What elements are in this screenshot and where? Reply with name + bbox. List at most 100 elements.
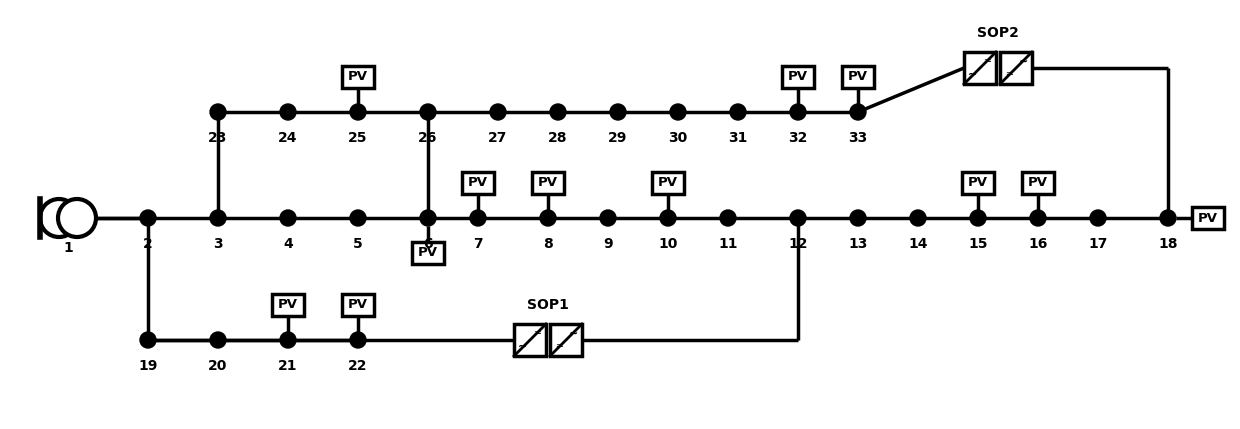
Circle shape — [280, 210, 296, 226]
Circle shape — [420, 104, 436, 120]
Bar — [782, 66, 813, 88]
Circle shape — [40, 199, 78, 237]
Circle shape — [58, 199, 95, 237]
Circle shape — [140, 210, 156, 226]
Bar — [515, 324, 546, 356]
Text: 8: 8 — [543, 237, 553, 251]
Text: PV: PV — [348, 299, 368, 311]
Circle shape — [470, 210, 486, 226]
Text: PV: PV — [968, 176, 988, 190]
Text: 14: 14 — [908, 237, 928, 251]
Circle shape — [350, 104, 366, 120]
Text: 1: 1 — [63, 241, 73, 255]
Text: 5: 5 — [353, 237, 363, 251]
Text: 9: 9 — [603, 237, 613, 251]
Text: 18: 18 — [1158, 237, 1178, 251]
Text: 26: 26 — [418, 131, 438, 145]
Bar — [272, 294, 304, 316]
Text: 6: 6 — [423, 237, 433, 251]
Text: 29: 29 — [609, 131, 627, 145]
Bar — [551, 324, 582, 356]
Text: PV: PV — [467, 176, 489, 190]
Circle shape — [490, 104, 506, 120]
Text: ~: ~ — [518, 341, 527, 351]
Circle shape — [610, 104, 626, 120]
Circle shape — [600, 210, 616, 226]
Text: 24: 24 — [278, 131, 298, 145]
Text: PV: PV — [1198, 211, 1218, 224]
Circle shape — [350, 332, 366, 348]
Text: 22: 22 — [348, 359, 368, 373]
Text: PV: PV — [848, 70, 868, 84]
Circle shape — [720, 210, 737, 226]
Circle shape — [849, 210, 866, 226]
Bar — [1022, 172, 1054, 194]
Text: PV: PV — [787, 70, 808, 84]
Bar — [532, 172, 564, 194]
Text: ═: ═ — [556, 341, 562, 351]
Text: PV: PV — [418, 247, 438, 260]
Text: 4: 4 — [283, 237, 293, 251]
Text: 28: 28 — [548, 131, 568, 145]
Text: 17: 17 — [1089, 237, 1107, 251]
Circle shape — [280, 104, 296, 120]
Text: PV: PV — [1028, 176, 1048, 190]
Circle shape — [280, 332, 296, 348]
Text: PV: PV — [538, 176, 558, 190]
Circle shape — [849, 104, 866, 120]
Text: 23: 23 — [208, 131, 228, 145]
Text: PV: PV — [278, 299, 298, 311]
Text: 31: 31 — [728, 131, 748, 145]
Text: 15: 15 — [968, 237, 988, 251]
Circle shape — [420, 210, 436, 226]
Text: ═: ═ — [1006, 69, 1012, 79]
Bar — [963, 52, 996, 84]
Circle shape — [1090, 210, 1106, 226]
Text: 33: 33 — [848, 131, 868, 145]
Text: 21: 21 — [278, 359, 298, 373]
Text: ~: ~ — [1018, 57, 1028, 66]
Bar — [999, 52, 1032, 84]
Circle shape — [210, 210, 226, 226]
Text: PV: PV — [658, 176, 678, 190]
Text: 2: 2 — [143, 237, 153, 251]
Text: 32: 32 — [789, 131, 807, 145]
Text: 27: 27 — [489, 131, 507, 145]
Circle shape — [730, 104, 746, 120]
Text: 16: 16 — [1028, 237, 1048, 251]
Circle shape — [140, 332, 156, 348]
Text: ~: ~ — [968, 69, 977, 79]
Bar — [412, 242, 444, 264]
Circle shape — [210, 104, 226, 120]
Bar — [1192, 207, 1224, 229]
Circle shape — [790, 210, 806, 226]
Circle shape — [660, 210, 676, 226]
Text: PV: PV — [348, 70, 368, 84]
Text: 19: 19 — [139, 359, 157, 373]
Bar — [962, 172, 994, 194]
Circle shape — [210, 332, 226, 348]
Text: 3: 3 — [213, 237, 223, 251]
Text: 10: 10 — [658, 237, 678, 251]
Text: 30: 30 — [668, 131, 688, 145]
Circle shape — [1030, 210, 1047, 226]
Bar — [342, 66, 374, 88]
Text: ~: ~ — [568, 329, 578, 338]
Text: 12: 12 — [789, 237, 807, 251]
Text: 7: 7 — [474, 237, 482, 251]
Circle shape — [1159, 210, 1176, 226]
Bar — [342, 294, 374, 316]
Circle shape — [670, 104, 686, 120]
Text: SOP1: SOP1 — [527, 298, 569, 312]
Text: 11: 11 — [718, 237, 738, 251]
Circle shape — [539, 210, 556, 226]
Bar — [463, 172, 494, 194]
Circle shape — [790, 104, 806, 120]
Text: 25: 25 — [348, 131, 368, 145]
Circle shape — [970, 210, 986, 226]
Text: 13: 13 — [848, 237, 868, 251]
Bar — [652, 172, 684, 194]
Bar — [842, 66, 874, 88]
Text: ═: ═ — [985, 57, 990, 66]
Text: SOP2: SOP2 — [977, 26, 1019, 40]
